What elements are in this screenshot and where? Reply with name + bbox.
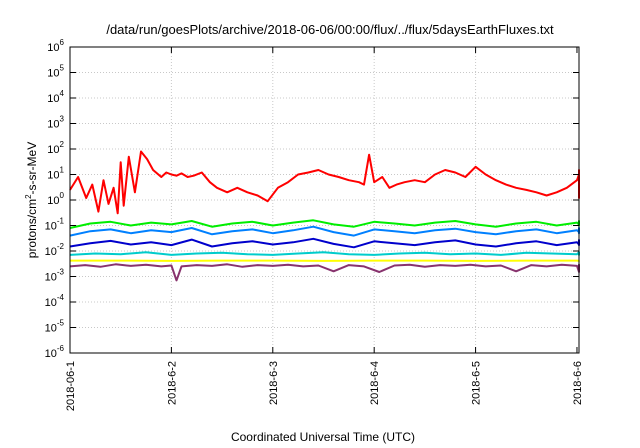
x-tick-label: 2018-6-5 — [471, 361, 483, 405]
y-tick-exponent: 3 — [60, 115, 65, 124]
y-tick-label: 10-6 — [45, 344, 65, 360]
y-tick-label: 10-1 — [45, 217, 65, 233]
y-tick-label: 104 — [47, 89, 64, 105]
x-tick-label: 2018-6-6 — [572, 361, 584, 405]
y-tick-label: 10-5 — [45, 319, 65, 335]
y-tick-label: 106 — [47, 38, 64, 54]
y-axis-label: protons/cm2-s-sr-MeV — [24, 142, 39, 258]
y-tick-exponent: -2 — [57, 242, 65, 251]
y-tick-base: 10 — [47, 119, 59, 131]
y-tick-label: 101 — [47, 166, 64, 182]
y-axis-label-sup: 2 — [24, 194, 33, 199]
y-tick-base: 10 — [45, 221, 57, 233]
series-line — [69, 251, 580, 256]
series-line — [69, 263, 580, 282]
series-line — [69, 219, 580, 229]
y-tick-base: 10 — [45, 246, 57, 258]
chart-title: /data/run/goesPlots/archive/2018-06-06/0… — [106, 22, 554, 37]
y-tick-label: 103 — [47, 115, 64, 131]
y-tick-base: 10 — [47, 195, 59, 207]
y-tick-exponent: 0 — [60, 191, 65, 200]
y-tick-exponent: 2 — [60, 140, 65, 149]
series-line — [69, 225, 580, 237]
y-tick-label: 100 — [47, 191, 64, 207]
x-tick-label: 2018-6-2 — [166, 361, 178, 405]
axis-ticks — [69, 46, 579, 354]
y-tick-exponent: 6 — [60, 38, 65, 47]
y-tick-label: 10-3 — [45, 268, 65, 284]
y-tick-base: 10 — [47, 42, 59, 54]
y-tick-base: 10 — [47, 68, 59, 80]
y-tick-label: 102 — [47, 140, 64, 156]
y-tick-exponent: -6 — [57, 344, 65, 353]
y-tick-base: 10 — [47, 144, 59, 156]
x-tick-label: 2018-6-4 — [369, 361, 381, 405]
data-series — [69, 150, 580, 282]
y-tick-base: 10 — [47, 170, 59, 182]
y-tick-base: 10 — [45, 348, 57, 360]
x-tick-labels: 2018-06-1 2018-6-2 2018-6-3 2018-6-4 2018-6-… — [65, 361, 584, 411]
y-tick-base: 10 — [45, 323, 57, 335]
x-tick-label: 2018-06-1 — [65, 361, 77, 411]
y-axis-label-pre: protons/cm — [25, 199, 39, 258]
y-tick-base: 10 — [47, 93, 59, 105]
y-tick-exponent: 5 — [60, 64, 65, 73]
y-tick-exponent: 1 — [60, 166, 65, 175]
y-tick-label: 10-2 — [45, 242, 65, 258]
x-tick-label: 2018-6-3 — [268, 361, 280, 405]
y-tick-exponent: -4 — [57, 293, 65, 302]
y-tick-exponent: 4 — [60, 89, 65, 98]
x-axis-label: Coordinated Universal Time (UTC) — [231, 430, 415, 444]
y-tick-label: 105 — [47, 64, 64, 80]
y-tick-base: 10 — [45, 297, 57, 309]
y-tick-label: 10-4 — [45, 293, 65, 309]
y-axis-label-post: -s-sr-MeV — [25, 142, 39, 195]
y-tick-exponent: -3 — [57, 268, 65, 277]
y-tick-labels: 10-610-510-410-310-210-11001011021031041… — [45, 38, 65, 360]
grid-lines — [70, 47, 579, 353]
series-line — [69, 150, 580, 215]
series-line — [69, 237, 580, 249]
y-tick-exponent: -5 — [57, 319, 65, 328]
y-tick-base: 10 — [45, 272, 57, 284]
y-tick-exponent: -1 — [57, 217, 65, 226]
